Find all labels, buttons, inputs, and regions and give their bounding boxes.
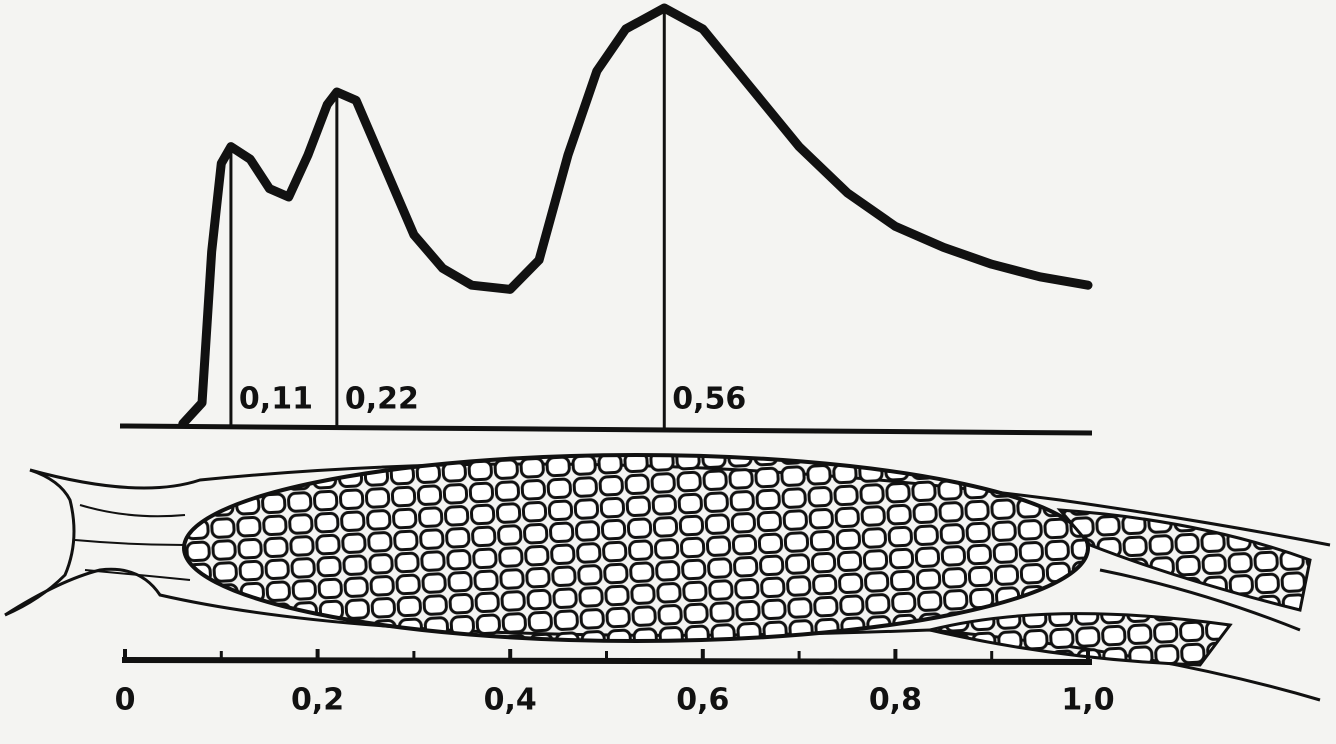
x-tick-label: 1,0: [1061, 683, 1114, 718]
baseline: [119, 423, 1093, 436]
x-tick-label: 0,4: [484, 683, 537, 718]
peak-label: 0,56: [672, 382, 746, 417]
peak-label: 0,11: [239, 382, 313, 417]
x-tick-label: 0,6: [676, 683, 729, 718]
peak-label: 0,22: [345, 382, 419, 417]
illustration: [4, 453, 1331, 702]
x-tick-label: 0,8: [869, 683, 922, 718]
curve: [178, 3, 1093, 429]
x-tick-label: 0,2: [291, 683, 344, 718]
x-tick-label: 0: [115, 683, 136, 718]
